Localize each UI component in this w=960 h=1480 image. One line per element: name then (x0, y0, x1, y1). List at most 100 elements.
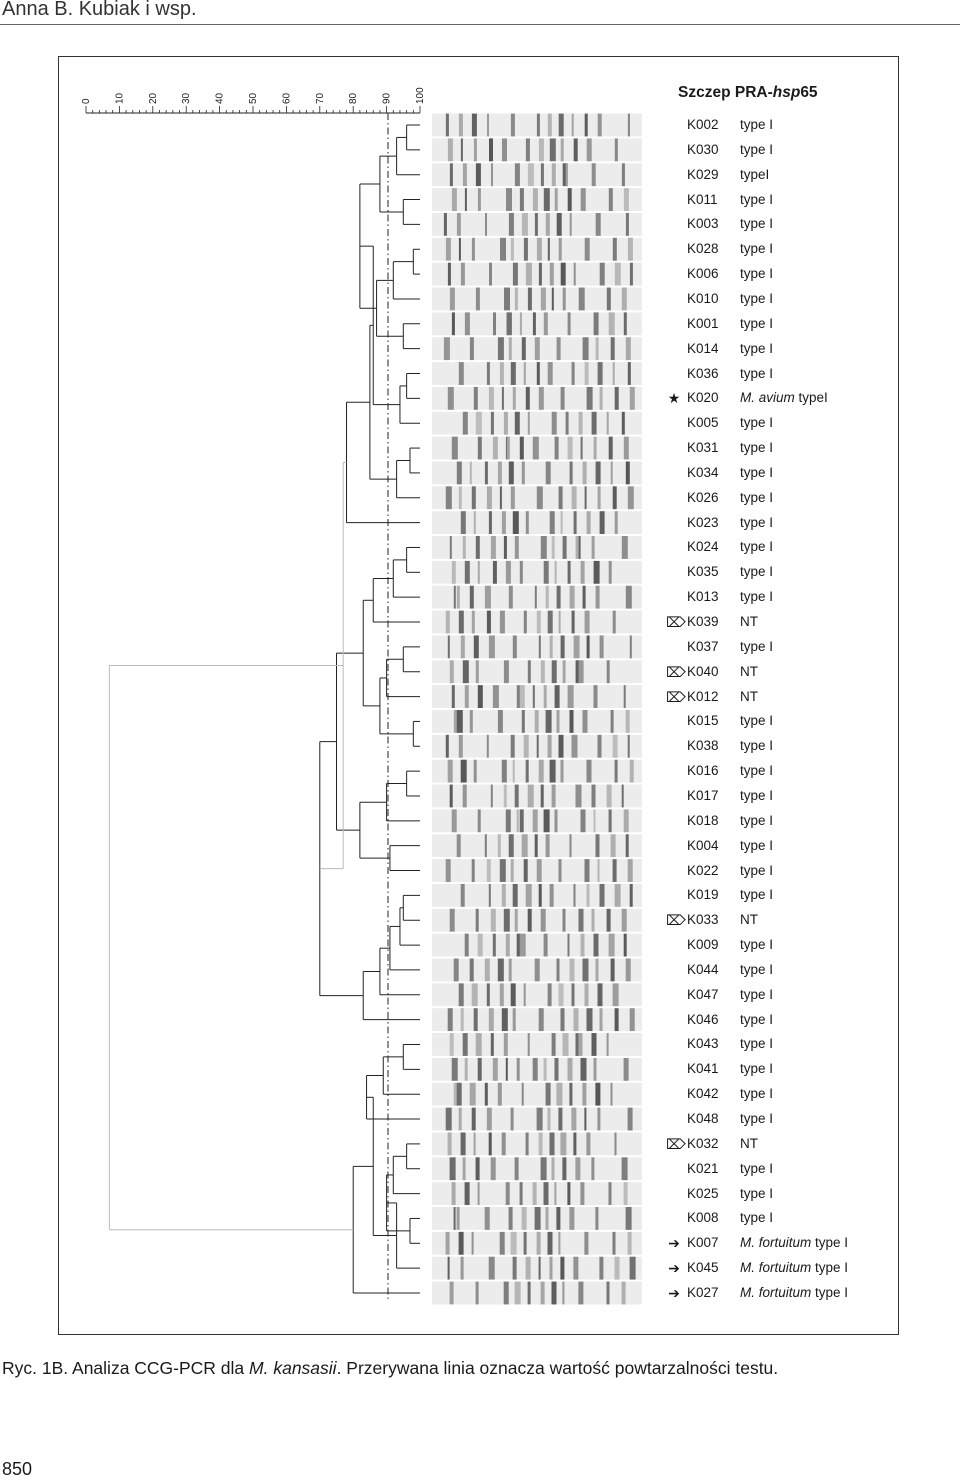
strain-row: K016 type I (0, 763, 900, 783)
type-label: type I (740, 1011, 774, 1027)
column-header: Szczep PRA-hsp65 (678, 84, 818, 101)
star-icon: ★ (667, 390, 681, 407)
type-label: type I (740, 191, 774, 207)
pra-type: type I (740, 266, 773, 281)
gel-lane (432, 362, 642, 385)
strain-id: K007 (687, 1235, 719, 1251)
strain-row: K037 type I (0, 639, 900, 659)
strain-id: K004 (687, 837, 719, 853)
strain-row: ➔ K045 M. fortuitum type I (0, 1260, 900, 1280)
strain-id: K009 (687, 937, 719, 953)
strain-id: K025 (687, 1185, 719, 1201)
type-label: type I (740, 141, 774, 157)
scale-tick-label: 10 (114, 92, 125, 104)
gel-lane (432, 1157, 642, 1181)
strain-id: K047 (687, 986, 719, 1002)
strain-id: K019 (687, 887, 719, 903)
gel-lane (432, 1207, 642, 1230)
type-label: type I (740, 713, 774, 729)
pra-type: NT (740, 689, 758, 704)
pra-type: type I (740, 440, 773, 455)
strain-row: K034 type I (0, 465, 900, 485)
gel-lane (432, 610, 642, 634)
header-rule (0, 24, 960, 25)
gel-lane (432, 585, 642, 609)
strain-id: K010 (687, 290, 719, 306)
type-label: type I (740, 986, 774, 1002)
gel-lane (432, 908, 642, 932)
pra-type: type I (740, 863, 773, 878)
gel-lane (432, 1256, 642, 1280)
gel-lane (432, 710, 642, 733)
gel-lane (432, 486, 642, 510)
gel-lane (432, 436, 642, 460)
type-label: type I (740, 937, 774, 953)
pra-type: type I (740, 1111, 773, 1126)
strain-id: K031 (687, 440, 719, 456)
strain-row: K008 type I (0, 1210, 900, 1230)
type-label: type I (740, 514, 774, 530)
strain-id: K040 (687, 663, 719, 679)
strain-id: K021 (687, 1160, 719, 1176)
strain-row: ➔ K027 M. fortuitum type I (0, 1285, 900, 1305)
gel-lane (432, 759, 642, 783)
strain-id: K039 (687, 614, 719, 630)
type-label: type I (811, 1260, 849, 1276)
scale-tick-label: 20 (148, 92, 159, 104)
strain-id: K030 (687, 141, 719, 157)
strain-row: K006 type I (0, 266, 900, 286)
gel-lane (432, 1182, 642, 1206)
pra-type: type I (740, 788, 773, 803)
boxed-x-icon: ⌦ (666, 912, 686, 929)
gel-lane (432, 138, 642, 162)
gel-lane (432, 933, 642, 957)
gel-lane (432, 958, 642, 982)
gel-lane (432, 113, 642, 137)
strain-row: K011 type I (0, 192, 900, 212)
pra-type: type I (740, 987, 773, 1002)
gel-lane (432, 660, 642, 684)
type-label: typeI (740, 166, 770, 182)
strain-row: K010 type I (0, 291, 900, 311)
pra-type: typeI (740, 167, 769, 182)
type-label: NT (740, 1135, 758, 1151)
strain-row: K031 type I (0, 440, 900, 460)
gel-lane (432, 560, 642, 584)
type-label: type I (740, 887, 774, 903)
pra-type: type I (740, 316, 773, 331)
scale-tick-label: 100 (415, 87, 426, 104)
strain-row: K046 type I (0, 1012, 900, 1032)
gel-lane (432, 287, 642, 311)
gel-lane (432, 834, 642, 858)
strain-row: K009 type I (0, 937, 900, 957)
strain-row: K002 type I (0, 117, 900, 137)
strain-id: K032 (687, 1135, 719, 1151)
type-label: type I (740, 340, 774, 356)
strain-row: K028 type I (0, 241, 900, 261)
pra-type: NT (740, 912, 758, 927)
type-label: type I (811, 1235, 849, 1251)
page-number: 850 (2, 1459, 33, 1479)
strain-row: K023 type I (0, 515, 900, 535)
pra-type: type I (740, 962, 773, 977)
figure-frame (58, 56, 899, 1335)
type-label: type I (740, 266, 774, 282)
type-label: type I (740, 1160, 774, 1176)
gel-lane (432, 983, 642, 1007)
type-label: type I (740, 1086, 774, 1102)
arrow-right-icon: ➔ (668, 1235, 680, 1252)
gel-lane (432, 1107, 642, 1131)
strain-id: K001 (687, 315, 719, 331)
strain-id: K012 (687, 688, 719, 704)
strain-id: K029 (687, 166, 719, 182)
strain-row: ⌦ K040 NT (0, 664, 900, 684)
species-name: M. fortuitum (740, 1285, 812, 1300)
strain-row: K013 type I (0, 589, 900, 609)
type-label: type I (740, 1210, 774, 1226)
strain-row: K043 type I (0, 1036, 900, 1056)
strain-id: K003 (687, 216, 719, 232)
pra-type: M. fortuitum type I (740, 1285, 848, 1300)
gel-lane (432, 1082, 642, 1106)
scale-tick-label: 30 (181, 92, 192, 104)
type-label: type I (740, 589, 774, 605)
